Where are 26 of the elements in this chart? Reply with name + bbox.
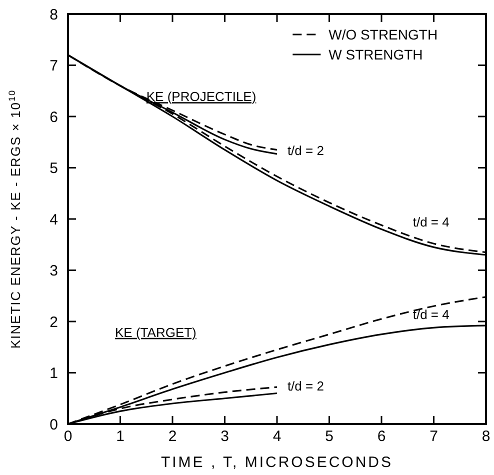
legend-label: W STRENGTH xyxy=(328,46,423,62)
x-tick-label: 4 xyxy=(272,428,282,445)
x-tick-label: 2 xyxy=(168,428,177,445)
x-tick-label: 1 xyxy=(116,428,124,445)
annotation: t/d = 4 xyxy=(412,214,450,230)
y-tick-label: 6 xyxy=(50,108,58,126)
y-tick-label: 3 xyxy=(50,262,58,280)
x-tick-label: 6 xyxy=(377,428,386,445)
y-tick-label: 1 xyxy=(50,365,58,382)
x-tick-label: 3 xyxy=(220,428,229,445)
y-tick-label: 5 xyxy=(50,160,58,177)
x-tick-label: 5 xyxy=(325,428,334,445)
y-tick-label: 4 xyxy=(50,211,58,228)
x-axis-title: TIME , T, MICROSECONDS xyxy=(160,454,394,471)
y-tick-label: 0 xyxy=(50,416,58,434)
y-tick-label: 8 xyxy=(50,6,58,24)
y-tick-label: 2 xyxy=(50,314,58,331)
legend-label: W/O STRENGTH xyxy=(328,26,438,42)
x-tick-label: 8 xyxy=(482,428,490,445)
x-tick-label: 0 xyxy=(64,428,72,445)
y-tick-label: 7 xyxy=(50,58,58,74)
annotation: t/d = 2 xyxy=(287,142,324,158)
annotation: KE (TARGET) xyxy=(115,324,196,340)
annotation: t/d = 2 xyxy=(287,378,324,394)
annotation: t/d = 4 xyxy=(412,306,450,322)
x-tick-label: 7 xyxy=(430,428,438,445)
